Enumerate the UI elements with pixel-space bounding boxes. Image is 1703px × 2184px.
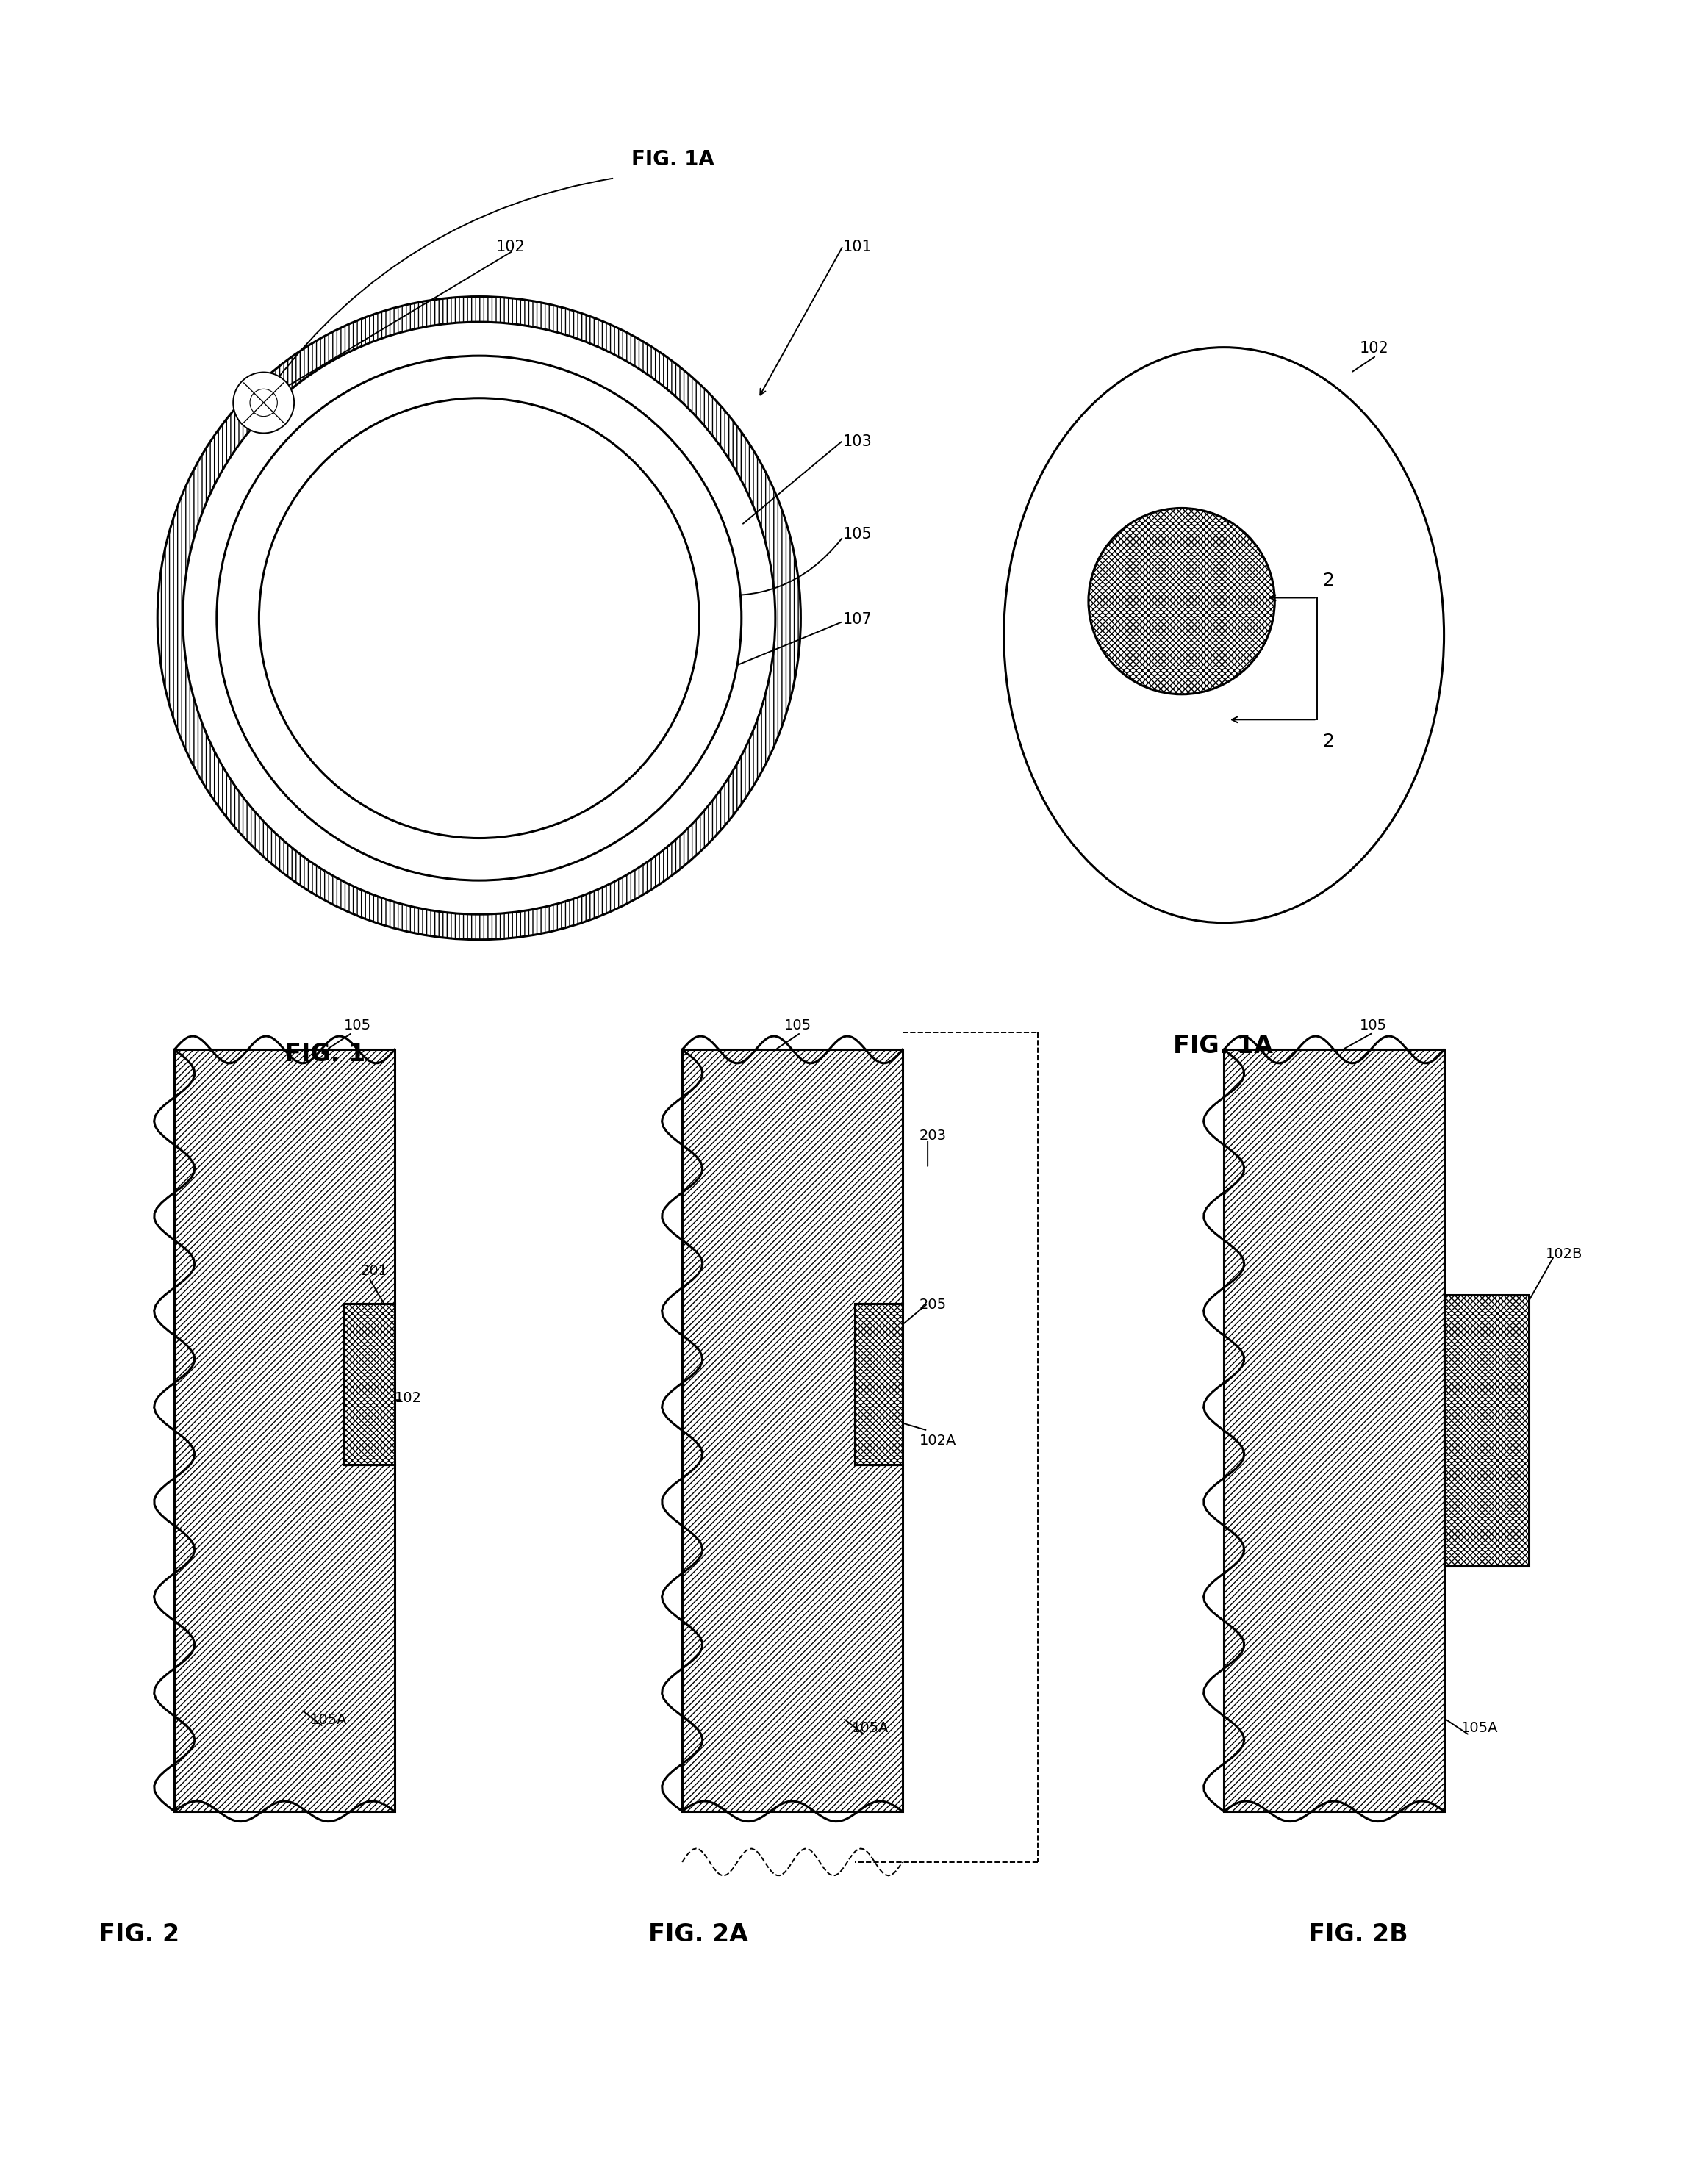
Text: FIG. 1A: FIG. 1A [1173, 1033, 1274, 1059]
Text: 105: 105 [783, 1018, 811, 1033]
Circle shape [216, 356, 741, 880]
Text: FIG. 2B: FIG. 2B [1308, 1922, 1408, 1946]
Circle shape [157, 297, 800, 939]
Polygon shape [683, 1051, 903, 1811]
Text: 205: 205 [920, 1297, 947, 1313]
Text: 201: 201 [361, 1265, 388, 1278]
Text: 103: 103 [843, 435, 872, 450]
Text: FIG. 2A: FIG. 2A [649, 1922, 748, 1946]
Text: FIG. 1: FIG. 1 [284, 1042, 366, 1066]
Text: 105A: 105A [1461, 1721, 1499, 1734]
Text: 107: 107 [843, 612, 872, 627]
Text: 102B: 102B [1546, 1247, 1582, 1260]
Polygon shape [1444, 1295, 1529, 1566]
Text: 203: 203 [920, 1129, 947, 1142]
Text: FIG. 1A: FIG. 1A [632, 149, 714, 170]
Polygon shape [1224, 1051, 1444, 1811]
Text: 102: 102 [395, 1391, 422, 1404]
Text: 105: 105 [344, 1018, 371, 1033]
Polygon shape [174, 1051, 395, 1811]
Ellipse shape [1003, 347, 1444, 924]
Text: 105: 105 [843, 526, 872, 542]
Text: 105A: 105A [852, 1721, 889, 1734]
Circle shape [182, 321, 775, 915]
Text: 105A: 105A [310, 1712, 347, 1728]
Circle shape [1088, 509, 1276, 695]
Circle shape [233, 371, 295, 432]
Text: 105: 105 [1359, 1018, 1386, 1033]
Text: 101: 101 [843, 240, 872, 253]
Text: 2: 2 [1322, 572, 1333, 590]
Text: 102A: 102A [920, 1433, 957, 1448]
Text: 102: 102 [496, 240, 525, 253]
Circle shape [259, 397, 700, 839]
Polygon shape [855, 1304, 903, 1463]
Text: 102: 102 [1359, 341, 1388, 356]
Text: FIG. 2: FIG. 2 [99, 1922, 179, 1946]
Polygon shape [344, 1304, 395, 1463]
Text: 2: 2 [1322, 732, 1333, 749]
